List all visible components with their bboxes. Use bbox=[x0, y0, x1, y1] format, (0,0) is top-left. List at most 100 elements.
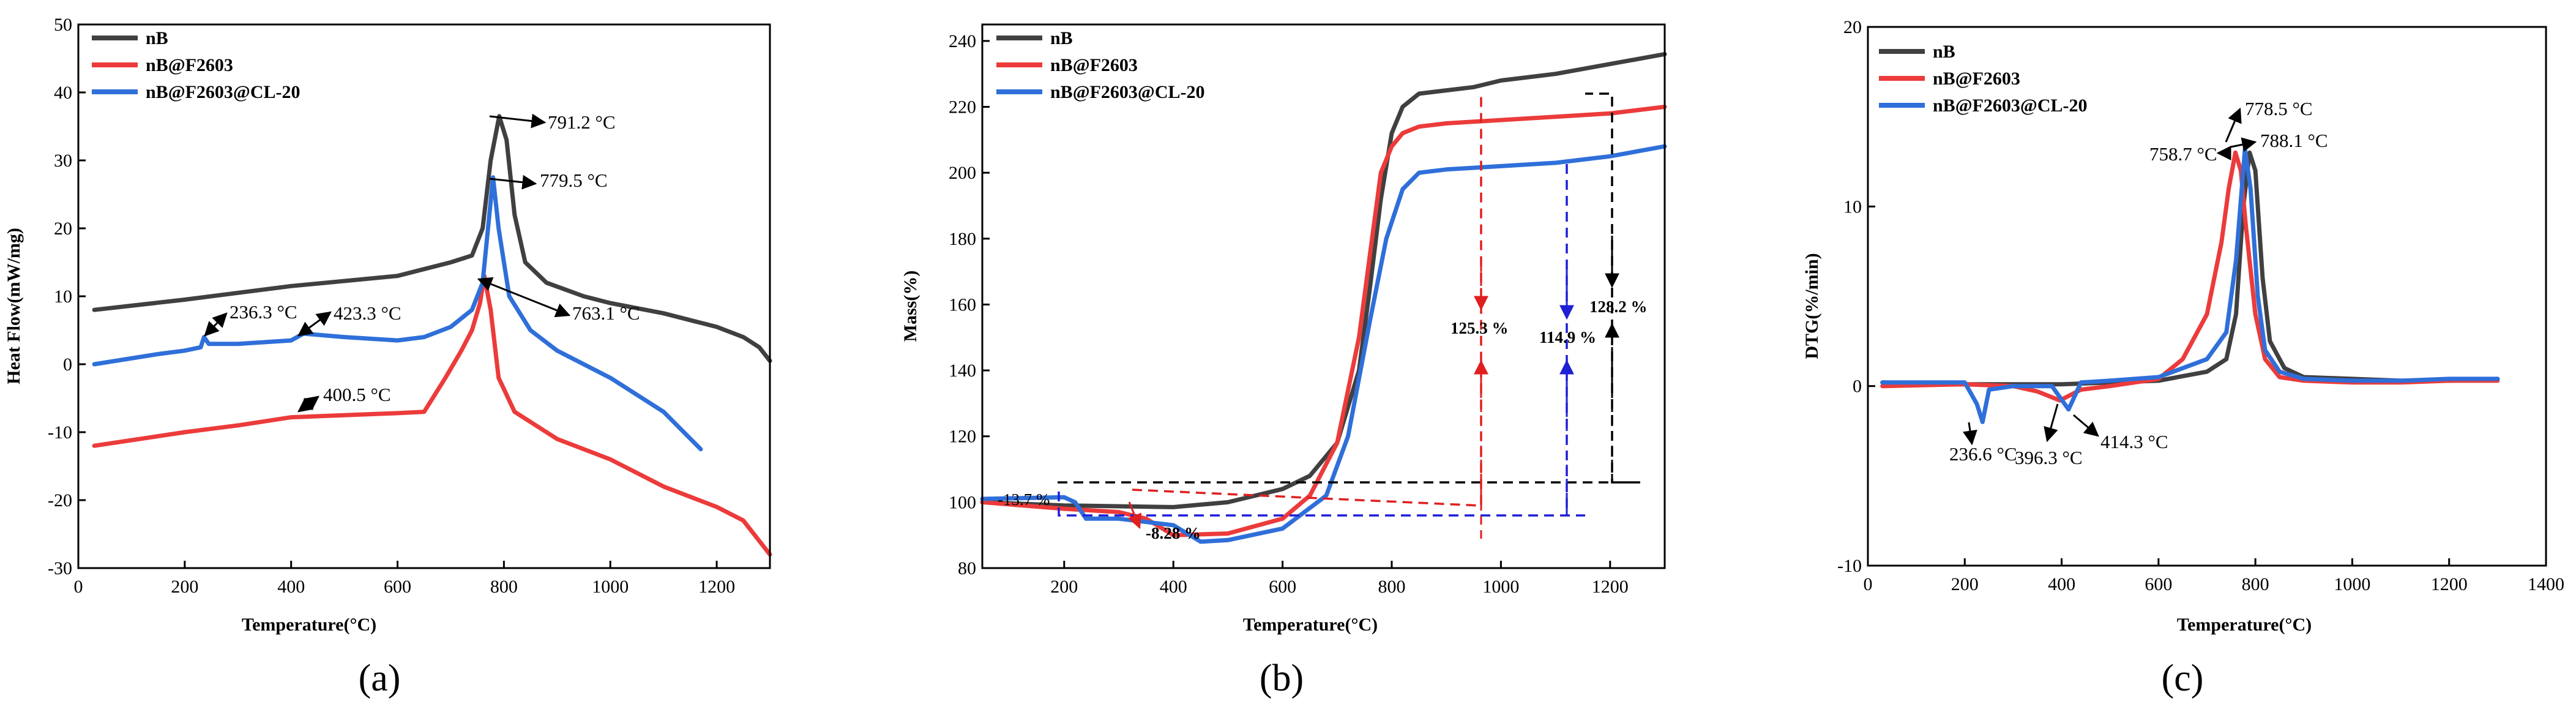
legend: nB nB@F2603 nB@F2603@CL-20 bbox=[1879, 42, 2088, 116]
x-tick-label: 1400 bbox=[2528, 574, 2564, 594]
x-tick-label: 200 bbox=[171, 577, 198, 597]
y-tick-label: 40 bbox=[54, 83, 72, 103]
plot-frame bbox=[981, 23, 1666, 569]
y-axis-label: Mass(%) bbox=[900, 271, 920, 342]
annotation-label: 128.2 % bbox=[1589, 298, 1648, 316]
x-tick-label: 200 bbox=[1951, 574, 1979, 594]
legend-label: nB@F2603@CL-20 bbox=[1933, 95, 2088, 116]
annotation-arrow bbox=[477, 277, 571, 318]
annotation-label: 114.9 % bbox=[1539, 328, 1596, 346]
x-tick-label: 600 bbox=[384, 577, 411, 597]
annotation-label: 779.5 °C bbox=[540, 170, 608, 191]
y-tick-label: -10 bbox=[48, 422, 72, 443]
annotation-arrow bbox=[297, 395, 319, 413]
y-tick-label: 0 bbox=[63, 354, 72, 375]
annotation-label: -13.7 % bbox=[998, 490, 1050, 509]
panel-b: 80 100 120 140 160 180 200 220 240 200 400 600 800 1… bbox=[900, 23, 1667, 699]
annotation-label: -8.28 % bbox=[1146, 524, 1201, 542]
x-axis-label: Temperature(°C) bbox=[242, 615, 376, 635]
y-tick-label: 140 bbox=[949, 361, 976, 381]
y-tick-label: 180 bbox=[949, 229, 976, 249]
y-tick-label: 20 bbox=[1843, 17, 1862, 37]
x-axis-ticks: 0 200 400 600 800 1000 1200 bbox=[74, 561, 735, 597]
series-line-nb bbox=[92, 114, 772, 363]
annotation-label: 423.3 °C bbox=[334, 302, 401, 324]
x-tick-label: 400 bbox=[2048, 574, 2075, 594]
series-lines bbox=[92, 114, 772, 557]
series-lines bbox=[1880, 147, 2500, 424]
x-tick-label: 800 bbox=[1378, 577, 1406, 597]
y-tick-label: 10 bbox=[1843, 197, 1862, 217]
annotation-arrow bbox=[1963, 422, 1977, 446]
y-tick-label: 0 bbox=[1853, 376, 1862, 397]
series-line-nb-f2603 bbox=[980, 105, 1667, 537]
legend-label: nB@F2603 bbox=[146, 55, 233, 75]
annotations: -13.7 % -8.28 % 125.3 % 114.9 % 128.2 % bbox=[998, 92, 1648, 542]
y-axis-label: Heat Flow(mW/mg) bbox=[4, 228, 24, 384]
y-axis-ticks: -10 0 10 20 bbox=[1837, 17, 1875, 576]
x-tick-label: 0 bbox=[1864, 574, 1873, 594]
legend-label: nB bbox=[1933, 42, 1955, 62]
legend-label: nB@F2603@CL-20 bbox=[1050, 82, 1205, 102]
annotation-label: 236.3 °C bbox=[230, 301, 297, 323]
y-tick-label: 120 bbox=[949, 427, 976, 447]
y-axis-label: DTG(%/min) bbox=[1802, 253, 1822, 359]
annotation-label: 778.5 °C bbox=[2245, 98, 2313, 119]
annotation-arrow bbox=[2044, 403, 2059, 443]
annotations: 791.2 °C 779.5 °C 763.1 °C 236.3 °C 423.3 °C… bbox=[204, 111, 640, 413]
series-line-nb bbox=[980, 51, 1667, 509]
annotation-label: 125.3 % bbox=[1450, 319, 1509, 337]
panel-label-c: (c) bbox=[2162, 657, 2204, 699]
y-tick-label: 160 bbox=[949, 294, 976, 315]
y-tick-label: 10 bbox=[54, 286, 72, 307]
annotation-label: 788.1 °C bbox=[2260, 130, 2328, 151]
x-tick-label: 0 bbox=[74, 577, 83, 597]
panel-a: -30 -20 -10 0 10 20 30 40 50 0 200 400 600 800 1000 12… bbox=[4, 15, 772, 699]
annotation-arrow bbox=[2225, 107, 2242, 143]
x-tick-label: 800 bbox=[2242, 574, 2269, 594]
y-axis-ticks: -30 -20 -10 0 10 20 30 40 50 bbox=[48, 15, 86, 578]
annotation-label: 396.3 °C bbox=[2015, 447, 2083, 468]
y-tick-label: 50 bbox=[54, 15, 72, 35]
annotation-label: 791.2 °C bbox=[548, 111, 616, 133]
x-tick-label: 400 bbox=[1160, 577, 1187, 597]
annotation-arrow bbox=[489, 113, 547, 129]
x-axis-ticks: 0 200 400 600 800 1000 1200 1400 bbox=[1864, 558, 2564, 594]
y-tick-label: 30 bbox=[54, 151, 72, 171]
annotation-label: 414.3 °C bbox=[2100, 431, 2168, 452]
legend: nB nB@F2603 nB@F2603@CL-20 bbox=[92, 28, 301, 102]
series-line-nb-f2603-cl-20 bbox=[980, 144, 1667, 544]
series-line-nb-f2603-cl-20 bbox=[1880, 147, 2500, 424]
x-tick-label: 1000 bbox=[2334, 574, 2370, 594]
x-tick-label: 1000 bbox=[592, 577, 629, 597]
x-tick-label: 1000 bbox=[1482, 577, 1519, 597]
annotation-arrow bbox=[489, 174, 537, 190]
legend-label: nB@F2603 bbox=[1050, 55, 1138, 75]
legend-label: nB@F2603@CL-20 bbox=[146, 82, 301, 102]
legend-label: nB bbox=[146, 28, 168, 48]
x-axis-label: Temperature(°C) bbox=[1243, 615, 1378, 635]
annotation-label: 758.7 °C bbox=[2149, 143, 2217, 165]
y-axis-ticks: 80 100 120 140 160 180 200 220 240 bbox=[949, 31, 990, 578]
annotation-arrow bbox=[297, 311, 332, 337]
y-tick-label: -20 bbox=[48, 490, 72, 511]
annotation-arrow bbox=[1127, 501, 1142, 530]
x-tick-label: 200 bbox=[1050, 577, 1078, 597]
y-tick-label: 200 bbox=[949, 163, 976, 183]
y-tick-label: 80 bbox=[958, 558, 976, 578]
y-tick-label: -10 bbox=[1837, 556, 1862, 576]
plot-frame bbox=[1867, 26, 2547, 567]
annotation-label: 236.6 °C bbox=[1949, 443, 2017, 465]
legend-label: nB@F2603 bbox=[1933, 69, 2020, 89]
dashed-guide bbox=[1058, 492, 1585, 517]
annotation-arrow bbox=[2073, 414, 2099, 437]
x-axis-ticks: 200 400 600 800 1000 1200 bbox=[1050, 561, 1629, 597]
legend: nB nB@F2603 nB@F2603@CL-20 bbox=[996, 28, 1205, 102]
annotation-arrow bbox=[204, 312, 228, 337]
x-tick-label: 400 bbox=[277, 577, 305, 597]
series-lines bbox=[980, 51, 1667, 544]
x-tick-label: 800 bbox=[490, 577, 518, 597]
y-tick-label: 220 bbox=[949, 97, 976, 118]
